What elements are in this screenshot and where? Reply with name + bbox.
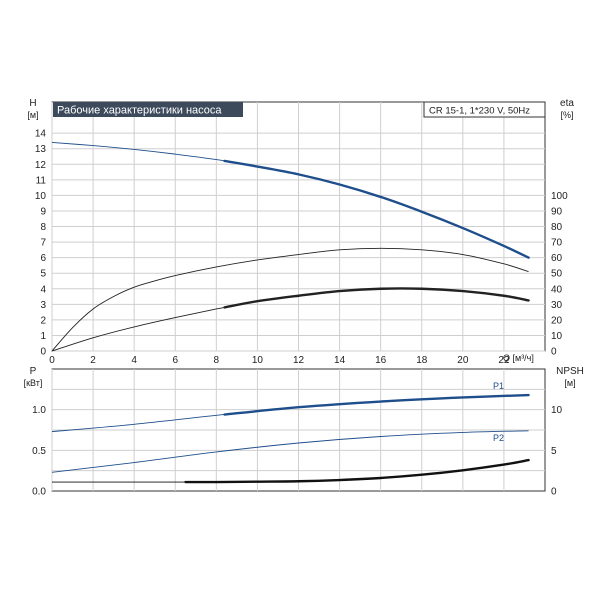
top-right-axis-name: eta bbox=[560, 98, 574, 109]
top-right-tick-label: 20 bbox=[551, 315, 563, 326]
top-left-tick-label: 13 bbox=[35, 144, 47, 155]
bottom-right-tick-label: 10 bbox=[551, 405, 563, 416]
bottom-right-tick-label: 5 bbox=[551, 446, 557, 457]
series-line-top-2-operating-range bbox=[223, 287, 530, 309]
top-left-tick-label: 10 bbox=[35, 191, 47, 202]
top-left-tick-label: 9 bbox=[40, 206, 46, 217]
top-series-group bbox=[51, 142, 530, 352]
model-label: CR 15-1, 1*230 V, 50Hz bbox=[429, 106, 530, 117]
top-left-tick-label: 2 bbox=[40, 315, 46, 326]
top-left-tick-label: 0 bbox=[40, 347, 46, 358]
bottom-grid bbox=[51, 369, 545, 491]
series-line-top-1 bbox=[51, 247, 529, 352]
top-right-tick-label: 30 bbox=[551, 300, 563, 311]
x-tick-label: 16 bbox=[375, 355, 387, 366]
top-grid bbox=[51, 102, 545, 352]
x-tick-label: 10 bbox=[252, 355, 264, 366]
bottom-right-axis-unit: [м] bbox=[564, 378, 575, 388]
top-left-tick-label: 7 bbox=[40, 238, 46, 249]
top-left-tick-label: 11 bbox=[36, 175, 47, 186]
model-label-box bbox=[423, 101, 546, 118]
bottom-right-axis-name: NPSH bbox=[556, 366, 584, 377]
series-line-top-0-operating-range bbox=[223, 159, 530, 259]
bottom-left-axis-unit: [кВт] bbox=[24, 378, 43, 388]
x-tick-label: 22 bbox=[498, 355, 510, 366]
bottom-left-tick-label: 0.5 bbox=[32, 446, 46, 457]
top-right-tick-label: 60 bbox=[551, 253, 563, 264]
top-left-tick-label: 12 bbox=[35, 160, 47, 171]
chart-title: Рабочие характеристики насоса bbox=[57, 105, 222, 117]
top-tick-labels: 0 2 4 6 8 10 12 14 16 18 20 22012345678910111213140… bbox=[35, 129, 568, 366]
series-line-bottom-2-operating-range bbox=[184, 458, 530, 484]
series-label-p1: P1 bbox=[493, 381, 504, 391]
top-left-tick-label: 1 bbox=[40, 331, 46, 342]
x-tick-label: 12 bbox=[293, 355, 305, 366]
chart-title-box bbox=[53, 102, 243, 117]
bottom-tick-labels: 0.0 0.5 1.0 0 5 10 bbox=[32, 405, 562, 497]
x-tick-label: 20 bbox=[457, 355, 469, 366]
top-left-tick-label: 6 bbox=[40, 253, 46, 264]
top-right-tick-label: 90 bbox=[551, 206, 563, 217]
bottom-left-tick-label: 1.0 bbox=[32, 405, 46, 416]
x-tick-label: 8 bbox=[214, 355, 220, 366]
bottom-series-group bbox=[51, 393, 530, 484]
top-left-tick-label: 3 bbox=[40, 300, 46, 311]
x-tick-label: 2 bbox=[90, 355, 96, 366]
bottom-left-axis-name: P bbox=[30, 366, 37, 377]
top-right-tick-label: 10 bbox=[551, 331, 563, 342]
top-left-axis-unit: [м] bbox=[27, 110, 38, 120]
series-label-p2: P2 bbox=[493, 433, 504, 443]
bottom-right-tick-label: 0 bbox=[551, 487, 557, 498]
x-axis-label: Q [м³/ч] bbox=[503, 353, 534, 363]
top-left-axis-name: H bbox=[29, 98, 36, 109]
top-right-tick-label: 40 bbox=[551, 284, 563, 295]
top-left-tick-label: 4 bbox=[40, 284, 46, 295]
x-tick-label: 18 bbox=[416, 355, 428, 366]
bottom-left-tick-label: 0.0 bbox=[32, 487, 46, 498]
series-line-bottom-1 bbox=[51, 430, 529, 473]
series-line-bottom-0-operating-range bbox=[223, 393, 530, 416]
top-left-tick-label: 5 bbox=[40, 269, 46, 280]
top-left-tick-label: 14 bbox=[35, 129, 47, 140]
top-left-tick-label: 8 bbox=[40, 222, 46, 233]
x-tick-label: 0 bbox=[49, 355, 55, 366]
x-tick-label: 6 bbox=[172, 355, 178, 366]
top-right-tick-label: 80 bbox=[551, 222, 563, 233]
x-tick-label: 4 bbox=[131, 355, 137, 366]
top-right-tick-label: 50 bbox=[551, 269, 563, 280]
top-right-tick-label: 100 bbox=[551, 191, 568, 202]
x-tick-label: 14 bbox=[334, 355, 346, 366]
top-right-tick-label: 0 bbox=[551, 347, 557, 358]
top-right-axis-unit: [%] bbox=[560, 110, 573, 120]
top-right-tick-label: 70 bbox=[551, 238, 563, 249]
